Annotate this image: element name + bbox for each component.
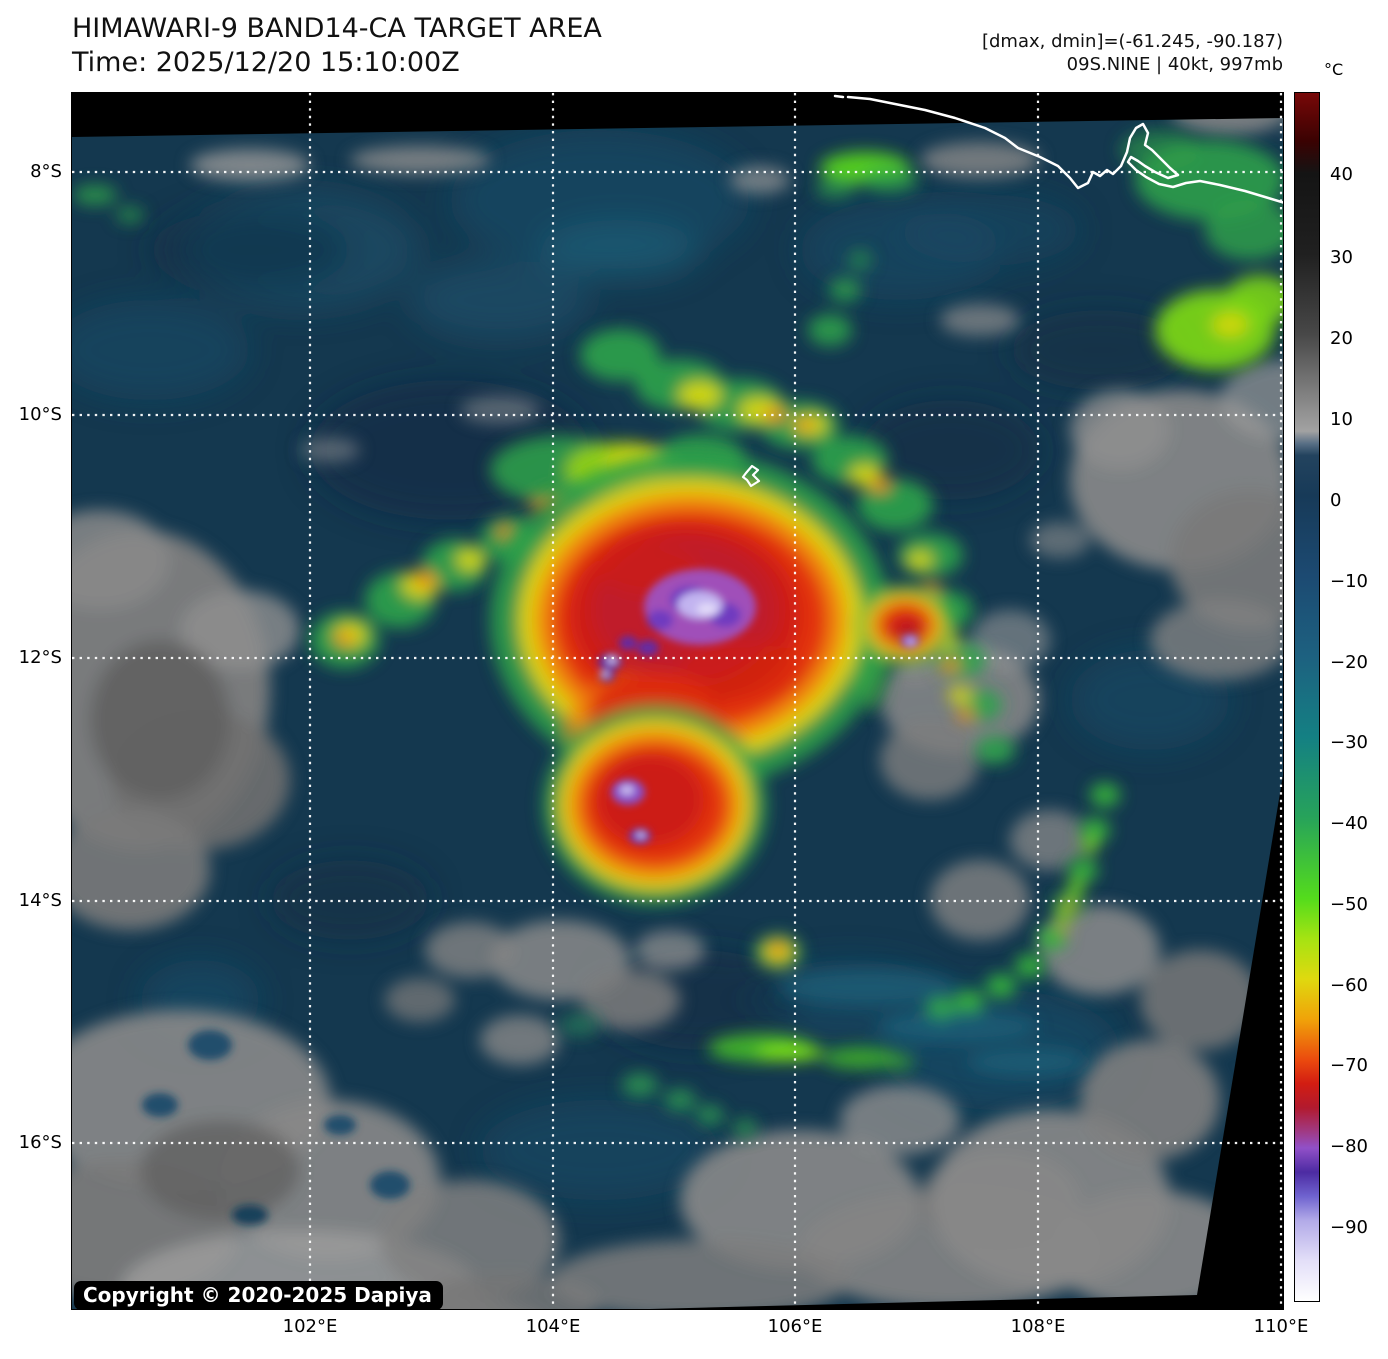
colorbar-tick-label: 40 — [1330, 164, 1353, 185]
dmax-dmin-label: [dmax, dmin]=(-61.245, -90.187) — [981, 31, 1283, 52]
colorbar-tick-label: −90 — [1330, 1217, 1368, 1238]
colorbar-tick-label: 20 — [1330, 328, 1353, 349]
header-titles: HIMAWARI-9 BAND14-CA TARGET AREA Time: 2… — [72, 12, 602, 80]
colorbar-tick-label: −30 — [1330, 732, 1368, 753]
colorbar-gradient — [1295, 93, 1319, 1301]
colorbar-tick-label: −50 — [1330, 894, 1368, 915]
colorbar-tick-label: −10 — [1330, 571, 1368, 592]
island-outline — [741, 464, 761, 488]
lat-tick-label: 12°S — [18, 647, 62, 668]
colorbar-tick-label: 30 — [1330, 247, 1353, 268]
colorbar-tick-label: 0 — [1330, 490, 1342, 511]
lat-lon-gridlines — [72, 93, 1283, 1309]
header-stats: [dmax, dmin]=(-61.245, -90.187) 09S.NINE… — [982, 30, 1283, 76]
lon-tick-label: 110°E — [1253, 1316, 1309, 1337]
colorbar — [1294, 92, 1320, 1302]
colorbar-tick-label: −60 — [1330, 975, 1368, 996]
page-title: HIMAWARI-9 BAND14-CA TARGET AREA — [72, 13, 602, 44]
copyright-badge: Copyright © 2020-2025 Dapiya — [74, 1281, 443, 1309]
lon-tick-label: 106°E — [767, 1316, 823, 1337]
coastline — [833, 94, 1283, 204]
lon-tick-label: 108°E — [1010, 1316, 1066, 1337]
warm-gray-clouds — [72, 93, 1283, 1309]
overshooting-tops-purple — [598, 569, 919, 844]
colorbar-unit-label: °C — [1324, 60, 1344, 79]
storm-info-label: 09S.NINE | 40kt, 997mb — [1066, 54, 1283, 75]
satellite-map-plot: Copyright © 2020-2025 Dapiya — [71, 92, 1284, 1310]
lat-tick-label: 10°S — [18, 404, 62, 425]
satellite-ir-image — [72, 93, 1283, 1309]
lat-tick-label: 8°S — [30, 161, 62, 182]
colorbar-tick-label: −70 — [1330, 1055, 1368, 1076]
lat-tick-label: 16°S — [18, 1132, 62, 1153]
colorbar-tick-label: −20 — [1330, 652, 1368, 673]
colorbar-tick-label: −40 — [1330, 813, 1368, 834]
cloud-gap-lakes — [142, 1030, 410, 1225]
lon-tick-label: 102°E — [282, 1316, 338, 1337]
colorbar-tick-label: 10 — [1330, 409, 1353, 430]
timestamp-label: Time: 2025/12/20 15:10:00Z — [72, 47, 460, 78]
no-data-mask — [72, 93, 1283, 1309]
colorbar-tick-label: −80 — [1330, 1136, 1368, 1157]
lon-tick-label: 104°E — [525, 1316, 581, 1337]
lat-tick-label: 14°S — [18, 890, 62, 911]
